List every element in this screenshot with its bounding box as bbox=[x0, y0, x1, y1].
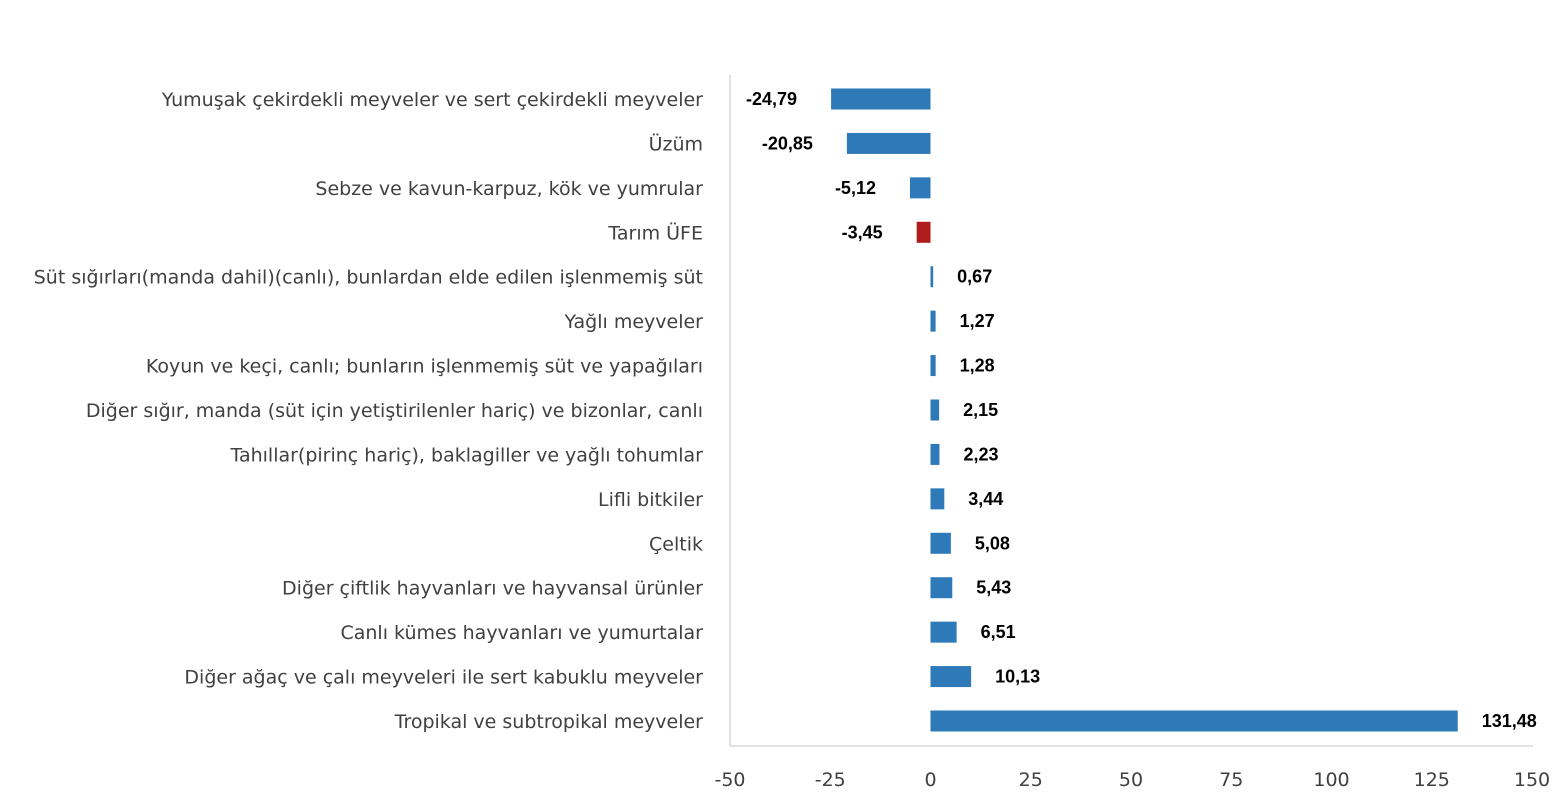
value-label: 3,44 bbox=[968, 489, 1003, 509]
bar bbox=[831, 88, 931, 110]
value-label: 1,28 bbox=[960, 356, 995, 376]
category-label: Tropikal ve subtropikal meyveler bbox=[394, 711, 704, 733]
value-labels: -24,79 -20,85 -5,12 -3,45 0,67 1,27 1,28 2,15 2,… bbox=[746, 89, 1537, 731]
x-tick-label: -25 bbox=[815, 769, 846, 791]
bar bbox=[930, 621, 957, 643]
bar bbox=[930, 488, 945, 510]
value-label: -20,85 bbox=[762, 133, 813, 153]
bar bbox=[930, 399, 940, 421]
category-label: Lifli bitkiler bbox=[598, 489, 703, 511]
category-label: Çeltik bbox=[649, 533, 703, 555]
x-tick-label: 25 bbox=[1019, 769, 1043, 791]
bar bbox=[916, 221, 931, 243]
value-label: 5,08 bbox=[975, 533, 1010, 553]
category-label: Canlı kümes hayvanları ve yumurtalar bbox=[340, 622, 703, 644]
value-label: 1,27 bbox=[960, 311, 995, 331]
category-label: Yağlı meyveler bbox=[564, 311, 704, 333]
bars bbox=[831, 88, 1458, 732]
category-label: Tarım ÜFE bbox=[607, 221, 703, 244]
x-tick-labels: -50 -25 0 25 50 75 100 125 150 bbox=[714, 769, 1550, 791]
bar bbox=[930, 666, 972, 688]
value-label: 6,51 bbox=[981, 622, 1016, 642]
x-tick-label: 50 bbox=[1119, 769, 1143, 791]
bar bbox=[846, 132, 931, 154]
category-label: Koyun ve keçi, canlı; bunların işlenmemi… bbox=[146, 356, 703, 378]
bar bbox=[930, 577, 953, 599]
category-label: Tahıllar(pirinç hariç), baklagiller ve y… bbox=[229, 444, 703, 466]
bar bbox=[930, 310, 936, 332]
x-tick-label: 125 bbox=[1414, 769, 1450, 791]
category-label: Yumuşak çekirdekli meyveler ve sert çeki… bbox=[161, 89, 703, 111]
category-label: Sebze ve kavun-karpuz, kök ve yumrular bbox=[315, 178, 703, 200]
value-label: 2,15 bbox=[963, 400, 998, 420]
bar bbox=[930, 266, 934, 288]
value-label: 0,67 bbox=[957, 267, 992, 287]
value-label: -5,12 bbox=[835, 178, 876, 198]
bar bbox=[930, 710, 1458, 732]
value-label: 10,13 bbox=[995, 667, 1040, 687]
x-tick-label: 150 bbox=[1514, 769, 1550, 791]
category-label: Diğer çiftlik hayvanları ve hayvansal ür… bbox=[282, 578, 703, 600]
category-label: Süt sığırları(manda dahil)(canlı), bunla… bbox=[34, 267, 703, 289]
value-label: 5,43 bbox=[976, 578, 1011, 598]
value-label: 2,23 bbox=[963, 444, 998, 464]
category-label: Üzüm bbox=[649, 132, 703, 155]
x-tick-label: 75 bbox=[1219, 769, 1243, 791]
category-label: Diğer ağaç ve çalı meyveleri ile sert ka… bbox=[184, 667, 703, 689]
value-label: -24,79 bbox=[746, 89, 797, 109]
x-tick-label: 0 bbox=[924, 769, 936, 791]
category-label: Diğer sığır, manda (süt için yetiştirile… bbox=[86, 400, 703, 422]
value-label: -3,45 bbox=[842, 222, 883, 242]
bar bbox=[930, 443, 940, 465]
bar bbox=[909, 177, 931, 199]
bar bbox=[930, 532, 951, 554]
x-tick-label: 100 bbox=[1313, 769, 1349, 791]
bar bbox=[930, 355, 936, 377]
value-label: 131,48 bbox=[1482, 711, 1537, 731]
x-tick-label: -50 bbox=[714, 769, 745, 791]
category-labels: Yumuşak çekirdekli meyveler ve sert çeki… bbox=[34, 89, 703, 733]
